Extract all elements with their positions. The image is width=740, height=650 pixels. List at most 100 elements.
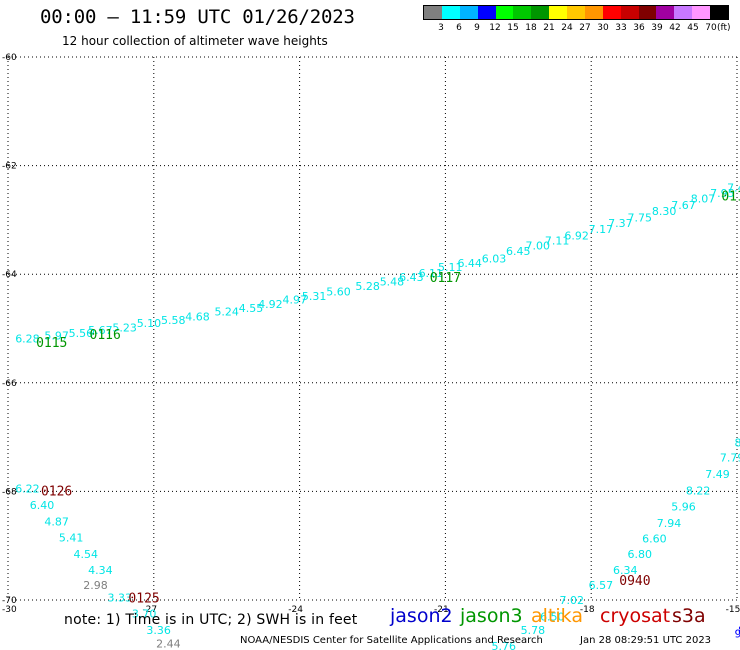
y-tick-label: -60 (2, 53, 17, 63)
color-scale-tick-label: 21 (543, 23, 555, 33)
color-scale-tick-label: 42 (669, 23, 681, 33)
x-tick-label: -24 (288, 605, 303, 615)
color-scale-tick-label: 3 (438, 23, 444, 33)
color-swatch (638, 6, 657, 19)
wave-height-value: 7.49 (705, 468, 730, 481)
wave-height-value: 7.94 (657, 517, 682, 530)
color-swatch (513, 6, 532, 19)
satellite-name-s3a: s3a (672, 605, 706, 627)
color-scale-legend: 3 6 9 12 15 18 21 24 27 30 33 36 39 42 45 70 (ft) (423, 5, 731, 33)
footer-note: note: 1) Time is in UTC; 2) SWH is in fe… (64, 612, 358, 628)
wave-height-value: 7.75 (628, 212, 653, 225)
wave-height-value: 4.34 (88, 564, 113, 577)
wave-height-value: 8.22 (686, 484, 711, 497)
wave-height-value: 7.17 (589, 223, 614, 236)
wave-height-value: 8.30 (652, 205, 677, 218)
wave-height-value: 4.54 (74, 548, 99, 561)
wave-height-value: 7.00 (525, 239, 550, 252)
x-tick-label: -21 (434, 605, 449, 615)
color-swatch (584, 6, 603, 19)
wave-height-value: 5.11 (438, 261, 463, 274)
wave-height-value: 6.60 (642, 533, 667, 546)
satellite-name-cryosat: cryosat (600, 605, 671, 627)
wave-height-value: 5.41 (59, 532, 84, 545)
x-tick-label: -15 (726, 605, 740, 615)
wave-height-value: 5.76 (491, 640, 516, 650)
pass-time-label: 0118 (721, 189, 740, 204)
wave-height-value: 5.67 (88, 324, 113, 337)
color-swatch (495, 6, 514, 19)
wave-height-value: 6.03 (482, 252, 507, 265)
color-scale-tick-label: 18 (525, 23, 537, 33)
color-swatch (441, 6, 460, 19)
wave-height-value: 6.40 (30, 499, 55, 512)
color-scale-tick-label: 6 (456, 23, 462, 33)
satellite-name-altika: altika (531, 605, 583, 627)
color-scale-tick-label: 15 (507, 23, 519, 33)
color-swatch (424, 6, 442, 19)
wave-height-value: 8.07 (691, 193, 716, 206)
wave-height-value: 7.95 (710, 187, 735, 200)
wave-height-value: 5.56 (69, 327, 94, 340)
wave-height-value: 4.92 (258, 298, 283, 311)
wave-height-value: 6.44 (457, 257, 482, 270)
wave-height-value: 5.97 (44, 330, 69, 343)
pass-time-label: 0940 (619, 574, 650, 589)
wave-height-value: 5.96 (671, 501, 696, 514)
wave-height-value: 6.28 (15, 332, 40, 345)
wave-height-value: 2.44 (156, 637, 181, 650)
color-scale-tick-label: 24 (561, 23, 573, 33)
color-scale-tick-label: 39 (651, 23, 663, 33)
color-scale-tick-label: 9 (474, 23, 480, 33)
color-swatch (459, 6, 478, 19)
wave-height-value: 4.97 (282, 294, 307, 307)
y-tick-label: -70 (2, 596, 17, 606)
color-swatch (549, 6, 567, 19)
color-scale-unit: (ft) (717, 23, 731, 33)
wave-height-value: 7.02 (560, 594, 585, 607)
wave-height-value: 6.22 (15, 483, 40, 496)
wave-height-value: 7.37 (608, 217, 633, 230)
wave-height-value: 7.79 (720, 452, 740, 465)
color-swatch (567, 6, 585, 19)
wave-height-value: 5.10 (137, 317, 162, 330)
x-tick-label: -27 (142, 605, 157, 615)
wave-height-value: 3.36 (146, 624, 171, 637)
wave-height-value: 5.28 (355, 280, 380, 293)
pass-time-label: 0117 (430, 271, 461, 286)
color-swatch (531, 6, 550, 19)
color-swatch (620, 6, 639, 19)
wave-height-value: 5.24 (214, 306, 239, 319)
color-swatch (477, 6, 496, 19)
wave-height-value: 5.78 (521, 624, 546, 637)
color-swatch (710, 6, 728, 19)
wave-height-value: 6.45 (506, 245, 531, 258)
page-title: 00:00 – 11:59 UTC 01/26/2023 (40, 6, 355, 28)
y-tick-label: -68 (2, 487, 17, 497)
color-scale-bar (423, 5, 729, 20)
wave-height-value: 5.48 (380, 275, 405, 288)
page-subtitle: 12 hour collection of altimeter wave hei… (62, 34, 328, 48)
wave-height-value: 6.34 (613, 564, 638, 577)
wave-height-value: 3.70 (132, 608, 157, 621)
credit-line: NOAA/NESDIS Center for Satellite Applica… (240, 635, 543, 646)
wave-height-value: 6.57 (589, 579, 614, 592)
wave-height-value: 6.50 (540, 610, 565, 623)
color-swatch (602, 6, 621, 19)
x-tick-label: -18 (580, 605, 595, 615)
wave-height-value: 4.87 (44, 515, 69, 528)
generated-timestamp: Jan 28 08:29:51 UTC 2023 (580, 635, 712, 646)
y-tick-label: -62 (2, 162, 17, 172)
wave-height-value: 6.80 (628, 548, 653, 561)
wave-height-value: 4.55 (239, 302, 264, 315)
wave-height-value: 7.46 (727, 181, 740, 194)
color-scale-tick-label: 27 (579, 23, 591, 33)
pass-time-label: 0115 (36, 336, 67, 351)
satellite-name-jason2: jason2 (390, 605, 453, 627)
color-scale-tick-label: 36 (633, 23, 645, 33)
wave-height-value: 6.11 (419, 267, 444, 280)
color-scale-tick-label: 45 (687, 23, 699, 33)
pass-time-label: 0126 (41, 484, 72, 499)
satellite-name-jason3: jason3 (460, 605, 523, 627)
